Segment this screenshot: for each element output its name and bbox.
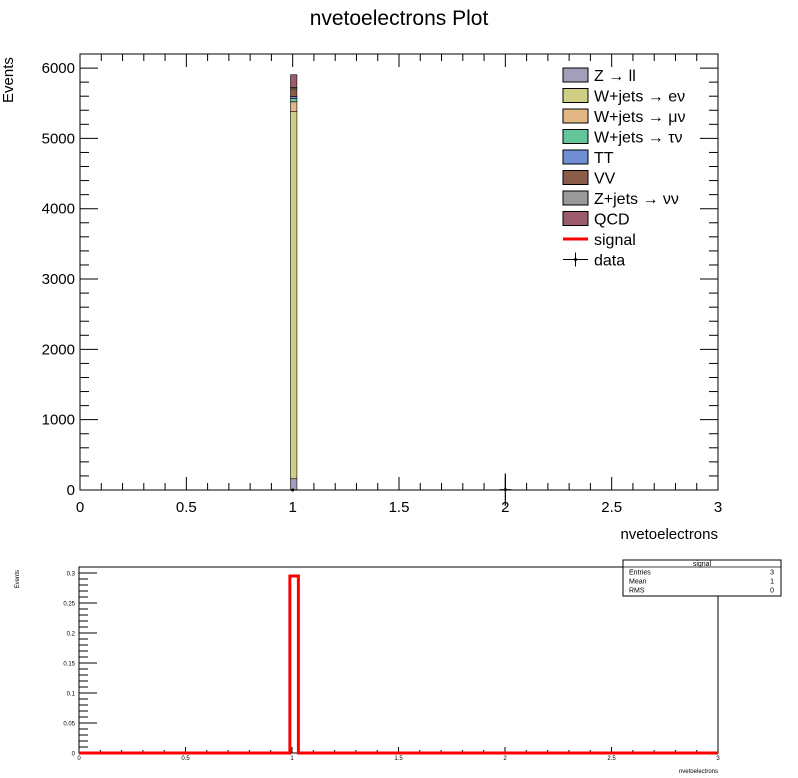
signal-x-tick-label: 0: [77, 756, 81, 762]
legend-data-marker: [574, 258, 577, 261]
stack-bar-5: [290, 88, 298, 97]
stack-bar-1: [290, 111, 298, 480]
main-y-tick-label: 5000: [42, 130, 75, 147]
main-y-tick-label: 2000: [42, 341, 75, 358]
legend-label-4: TT: [594, 150, 614, 167]
main-plot-area: [79, 53, 719, 491]
signal-y-tick-label: 0.2: [67, 632, 76, 638]
main-y-tick-label: 1000: [42, 412, 75, 429]
signal-plot-frame: [78, 566, 719, 754]
data-point-1: [503, 488, 507, 492]
stack-bar-4: [290, 96, 298, 99]
main-y-tick-label: 6000: [42, 60, 75, 77]
main-x-tick-label: 3: [714, 499, 722, 516]
signal-x-tick-label: 1.5: [394, 756, 403, 762]
stats-label-entries: Entries: [629, 570, 651, 577]
main-x-tick-label: 2: [501, 499, 509, 516]
signal-y-tick-label: 0.3: [67, 572, 76, 578]
main-y-tick-label: 4000: [42, 201, 75, 218]
signal-bin-0: [79, 574, 718, 755]
signal-y-tick-label: 0: [72, 752, 76, 758]
legend-swatch-3: [562, 129, 589, 144]
main-x-tick-label: 1.5: [389, 499, 410, 516]
stack-bar-2: [290, 101, 298, 112]
stats-label-mean: Mean: [629, 579, 647, 586]
signal-y-tick-label: 0.05: [63, 722, 75, 728]
signal-y-tick-label: 0.25: [63, 602, 75, 608]
signal-plot-area: [78, 566, 719, 754]
main-chart-title: nvetoelectrons Plot: [310, 7, 489, 30]
main-y-axis-label: Events: [0, 57, 17, 103]
legend-label-6: Z+jets → νν: [594, 191, 679, 208]
signal-y-axis: 0 0.05 0.1 0.15 0.2 0.25 0.3: [63, 566, 97, 758]
stats-box-frame: [622, 559, 782, 597]
stack-bar-0: [290, 478, 298, 491]
stats-value-mean: 1: [770, 579, 774, 586]
main-stacked-bars: [290, 74, 298, 491]
legend-data-label: data: [594, 253, 625, 270]
legend-label-2: W+jets → μν: [594, 109, 685, 126]
main-plot-frame: [79, 53, 719, 491]
signal-y-axis-label: Events: [15, 570, 21, 588]
stats-value-entries: 3: [770, 570, 774, 577]
signal-x-tick-label: 3: [716, 756, 720, 762]
legend-label-7: QCD: [594, 212, 630, 229]
legend-swatch-4: [562, 149, 589, 165]
legend-swatch-1: [562, 88, 589, 103]
legend-swatch-7: [562, 211, 589, 226]
legend-swatch-2: [562, 108, 589, 124]
stats-box-title: signal: [693, 561, 712, 568]
legend-signal-label: signal: [594, 232, 636, 249]
legend-swatch-6: [562, 190, 589, 206]
stats-value-rms: 0: [770, 588, 774, 595]
legend-label-1: W+jets → eν: [594, 89, 685, 106]
main-y-axis: 0 1000 2000 3000 4000 5000 6000: [42, 53, 718, 499]
signal-x-tick-label: 2: [503, 756, 507, 762]
legend-swatch-5: [562, 170, 589, 185]
main-x-tick-label: 1: [288, 499, 296, 516]
signal-y-tick-label: 0.1: [67, 692, 76, 698]
stats-label-rms: RMS: [629, 588, 645, 595]
main-x-tick-label: 0: [76, 499, 84, 516]
main-x-tick-label: 2.5: [601, 499, 622, 516]
legend: Z → ll W+jets → eν W+jets → μν W+jets → τν T…: [562, 67, 685, 270]
signal-x-axis-label: nvetoelectrons: [679, 769, 718, 775]
stack-bar-7: [290, 74, 298, 88]
signal-x-tick-label: 2.5: [607, 756, 616, 762]
main-y-tick-label: 3000: [42, 271, 75, 288]
legend-label-3: W+jets → τν: [594, 130, 683, 147]
signal-x-tick-label: 0.5: [181, 756, 190, 762]
legend-swatch-0: [562, 67, 589, 83]
main-x-axis-label: nvetoelectrons: [620, 526, 718, 543]
legend-label-5: VV: [594, 171, 616, 188]
main-x-tick-label: 0.5: [176, 499, 197, 516]
signal-histogram: [79, 574, 718, 755]
stats-box: signal Entries 3 Mean 1 RMS 0: [622, 559, 782, 597]
signal-y-tick-label: 0.15: [63, 662, 75, 668]
legend-label-0: Z → ll: [594, 68, 636, 85]
main-y-tick-label: 0: [67, 482, 75, 499]
data-point-0: [291, 488, 295, 492]
stack-bar-3: [290, 98, 298, 103]
data-points: [286, 473, 512, 506]
signal-x-tick-label: 1: [290, 756, 294, 762]
